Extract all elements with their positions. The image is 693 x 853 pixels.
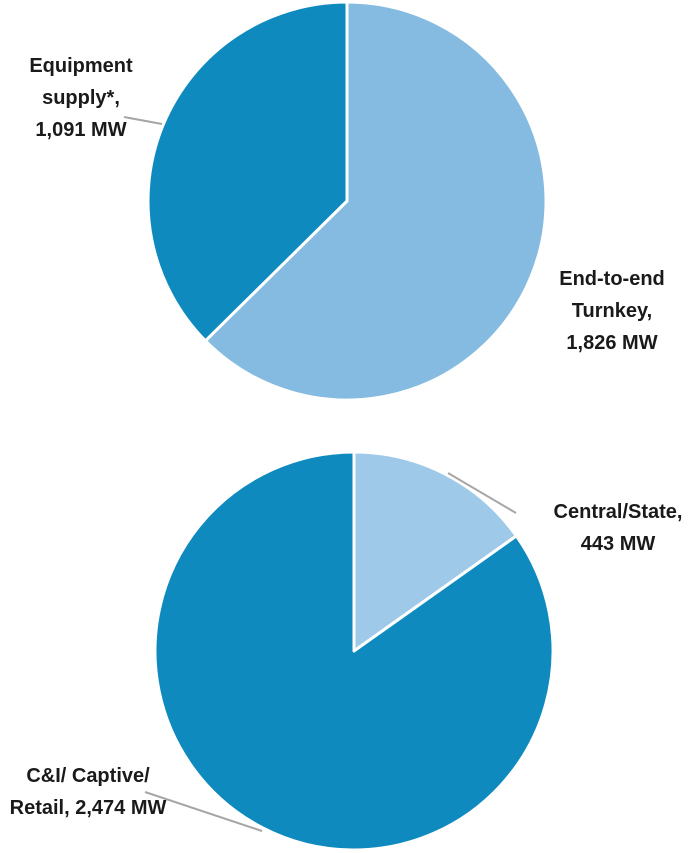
pie-chart-delivery-model: End-to-end Turnkey, 1,826 MW Equipment suppl… [29,0,665,402]
data-label-central-state: Central/State, [554,501,683,523]
pie-chart-customer-segment: Central/State, 443 MW C&I/ Captive/Retail,… [10,450,683,852]
leader-line-central-state [447,472,517,514]
data-label-equipment: supply*, [42,87,120,109]
data-label-equipment: Equipment [29,55,133,77]
pie-slice-central-state [352,450,518,653]
pie-slice-c-i-captive [153,450,555,852]
data-label-central-state: 443 MW [581,533,656,555]
data-label-c-i-captive: C&I/ Captive/ [26,765,150,787]
pie-slice-end-to-end [203,0,548,402]
data-label-c-i-captive: Retail, 2,474 MW [10,797,167,819]
data-label-end-to-end: Turnkey, [572,300,652,322]
leader-line-c-i-captive [144,791,263,832]
data-label-end-to-end: End-to-end [559,268,665,290]
pie-slice-equipment [146,0,349,343]
leader-line-equipment [123,116,163,125]
data-label-end-to-end: 1,826 MW [566,332,657,354]
data-label-equipment: 1,091 MW [35,119,126,141]
